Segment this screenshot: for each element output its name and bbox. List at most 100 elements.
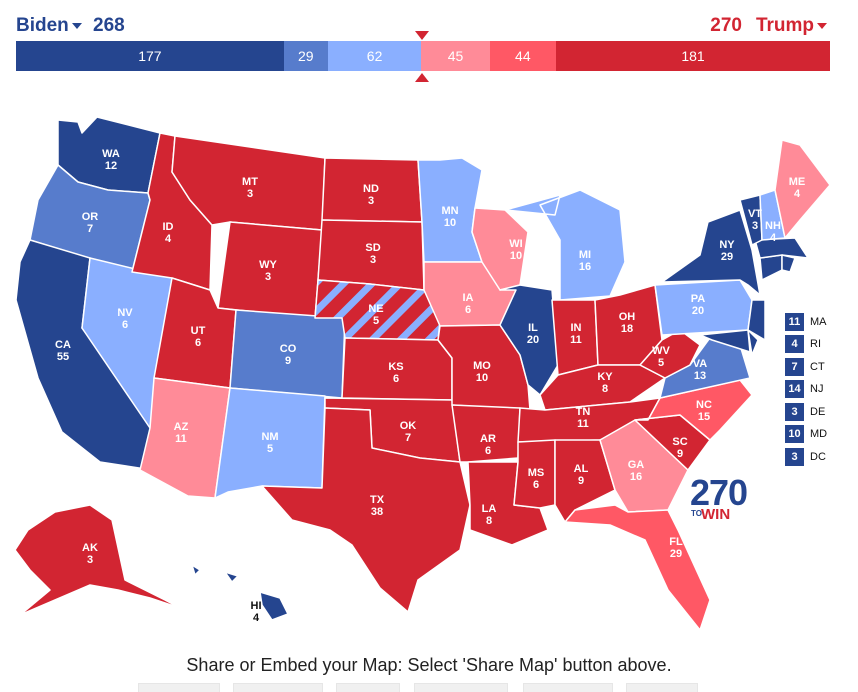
svg-text:NV6: NV 6 [117,307,133,331]
svg-text:WY3: WY 3 [259,259,277,283]
small-state-abbr: DC [810,451,826,464]
trump-dropdown[interactable]: Trump [756,14,830,38]
small-state-de[interactable]: 3 DE [785,402,855,421]
label-IL: IL [528,322,538,334]
svg-text:AR6: AR 6 [480,433,496,457]
small-state-abbr: MD [810,428,828,441]
270-marker-top [415,31,429,40]
toolbar-buttons [0,683,858,692]
label-OH: OH [619,311,636,323]
label-UT: UT [191,325,206,337]
small-state-dc[interactable]: 3 DC [785,448,855,467]
lean-trump-segment[interactable]: 45 [421,41,490,71]
label-GA: GA [628,459,645,471]
state-AK[interactable] [14,504,181,616]
toolbar-button[interactable] [414,683,508,692]
label-IN: IN [571,322,582,334]
svg-text:WV5: WV 5 [652,345,670,369]
state-TX[interactable] [261,407,471,613]
state-NY[interactable] [661,209,761,296]
small-state-abbr: CT [810,360,825,373]
state-AR[interactable] [451,404,521,463]
state-RI[interactable] [781,254,796,273]
label-SD: SD [365,242,380,254]
state-MI[interactable] [504,189,626,301]
label-IA: IA [463,292,474,304]
label-TX: TX [370,494,385,506]
toolbar-button[interactable] [523,683,613,692]
toolbar-button[interactable] [233,683,323,692]
biden-dropdown[interactable]: Biden [16,14,85,38]
svg-text:MT3: MT 3 [242,176,258,200]
small-state-ev: 14 [785,380,804,399]
svg-text:LA8: LA 8 [482,503,497,527]
270-marker-bottom [415,73,429,82]
header: Biden 268 270 Trump [16,14,830,42]
label-OK: OK [400,420,417,432]
lean-biden-segment[interactable]: 62 [327,41,422,71]
small-state-ev: 11 [785,312,804,331]
label-MS: MS [528,467,545,479]
label-WA: WA [102,148,120,160]
us-electoral-map: WA 12 OR 7 CA 55 NV 6 ID 4 MT 3 WY 3 UT 6 AZ 11 C… [14,116,831,631]
label-FL: FL [669,536,683,548]
toolbar-button[interactable] [626,683,698,692]
likely-trump-segment[interactable]: 44 [489,41,557,71]
small-state-abbr: RI [810,338,821,351]
likely-biden-segment[interactable]: 29 [283,41,328,71]
svg-text:HI4: HI 4 [251,600,262,624]
trump-total: 270 [710,15,742,36]
toolbar-button[interactable] [138,683,220,692]
state-FL[interactable] [564,504,711,631]
label-NM: NM [261,431,278,443]
label-WI: WI [509,238,522,250]
trump-name: Trump [755,15,814,36]
svg-text:ME4: ME 4 [789,176,806,200]
small-state-ma[interactable]: 11 MA [785,312,855,331]
small-state-nj[interactable]: 14 NJ [785,380,855,399]
label-VA: VA [693,358,708,370]
svg-text:AK3: AK 3 [82,542,98,566]
state-NJ[interactable] [747,299,766,341]
chevron-down-icon [817,22,827,29]
svg-text:NH4: NH 4 [765,220,781,244]
state-MA[interactable] [754,237,809,259]
share-instructions: Share or Embed your Map: Select 'Share M… [186,655,672,675]
small-state-ri[interactable]: 4 RI [785,335,855,354]
label-NH: NH [765,220,781,232]
label-CO: CO [280,343,297,355]
small-state-ev: 3 [785,402,804,421]
state-ME[interactable] [774,139,831,239]
state-HI[interactable] [191,564,289,621]
state-CT[interactable] [759,254,783,281]
toolbar-button[interactable] [336,683,400,692]
small-state-ct[interactable]: 7 CT [785,357,855,376]
state-WV[interactable] [639,329,701,379]
state-IL[interactable] [499,284,559,396]
svg-text:SD3: SD 3 [365,242,380,266]
label-VT: VT [748,208,762,220]
safe-trump-segment[interactable]: 181 [556,41,830,71]
svg-text:OR7: OR 7 [82,211,99,235]
state-DE[interactable] [747,329,759,356]
small-state-md[interactable]: 10 MD [785,425,855,444]
label-NV: NV [117,307,133,319]
state-MD[interactable] [699,329,751,353]
small-state-abbr: NJ [810,383,824,396]
svg-text:SC9: SC 9 [672,436,687,460]
label-ND: ND [363,183,379,195]
label-TN: TN [576,406,591,418]
safe-biden-segment[interactable]: 177 [16,41,284,71]
label-NY: NY [719,239,735,251]
biden-total: 268 [93,15,125,36]
